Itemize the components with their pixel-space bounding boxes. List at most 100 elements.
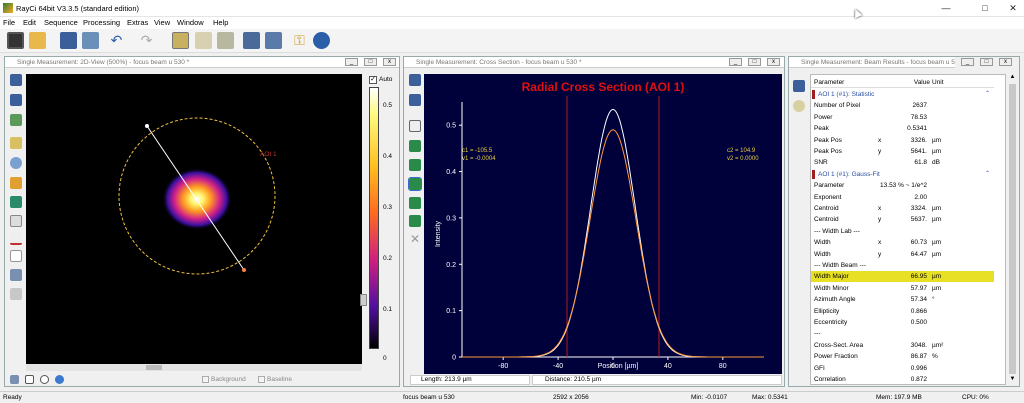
chart-title: Radial Cross Section (AOI 1) (522, 80, 685, 94)
row-parameter: Exponent (814, 193, 842, 201)
image-icon[interactable] (82, 32, 99, 49)
table-row: Ellipticity 0.866 (811, 306, 994, 317)
settings-icon[interactable] (217, 32, 234, 49)
save-icon[interactable] (793, 80, 805, 92)
table-header: Parameter Value Unit (811, 77, 994, 88)
vertical-scrollbar[interactable]: ▲ ▼ (1007, 74, 1018, 385)
cross-section-line[interactable] (146, 125, 245, 271)
beam-radial-icon[interactable] (409, 215, 421, 227)
menu-file[interactable]: File (3, 18, 16, 27)
key-icon[interactable]: ⚿ (294, 32, 305, 48)
panel-close-button[interactable]: x (383, 58, 396, 66)
row-parameter: Azimuth Angle (814, 296, 856, 304)
beam-diag-icon[interactable] (408, 177, 422, 191)
table-row: SNR 61.8 dB (811, 157, 994, 168)
chart-icon[interactable] (10, 233, 22, 245)
document-icon[interactable] (195, 32, 212, 49)
row-parameter: SNR (814, 159, 828, 167)
y-tick-label: 0.1 (446, 308, 456, 315)
collapse-icon[interactable]: ⌃ (984, 91, 990, 97)
ellipse-icon[interactable] (40, 375, 49, 384)
move-icon[interactable] (409, 120, 421, 132)
video-icon[interactable] (7, 32, 24, 49)
zoom-icon[interactable] (10, 157, 22, 169)
fit-curve (462, 129, 764, 358)
move-icon[interactable] (10, 137, 22, 149)
save-icon[interactable] (409, 74, 421, 86)
scroll-down-icon[interactable]: ▼ (1009, 376, 1016, 382)
notes-icon[interactable] (10, 288, 22, 300)
maximize-button[interactable]: □ (982, 3, 988, 13)
cross-tool-icon[interactable]: ✕ (409, 232, 421, 246)
camera-icon[interactable] (10, 114, 22, 126)
background-checkbox[interactable] (202, 376, 209, 383)
panel-minimize-button[interactable]: _ (345, 58, 358, 66)
collapse-icon[interactable]: ⌃ (984, 170, 990, 177)
menu-help[interactable]: Help (213, 18, 229, 27)
menu-processing[interactable]: Processing (83, 18, 121, 27)
row-axis: x (878, 239, 882, 247)
help-icon[interactable] (313, 32, 330, 49)
baseline-checkbox[interactable] (258, 376, 265, 383)
scrollbar-thumb[interactable] (146, 365, 162, 370)
layout-icon[interactable] (172, 32, 189, 49)
beam-image-view[interactable]: AOI 1 (26, 74, 362, 364)
profile-icon[interactable] (10, 215, 22, 227)
cross-section-chart[interactable]: Radial Cross Section (AOI 1) Intensity P… (424, 74, 782, 374)
save-icon[interactable] (60, 32, 77, 49)
cross-section-handle[interactable] (242, 268, 246, 272)
menu-window[interactable]: Window (177, 18, 204, 27)
aoi-ellipse[interactable] (118, 117, 276, 275)
section-header[interactable]: AOI 1 (#1): Gauss-Fit ⌃ (811, 168, 994, 180)
menu-extras[interactable]: Extras (127, 18, 149, 27)
cross-section-handle[interactable] (145, 124, 149, 128)
row-value: 57.34 (910, 296, 927, 304)
beam-y-icon[interactable] (409, 159, 421, 171)
menu-edit[interactable]: Edit (23, 18, 36, 27)
panel-title: Single Measurement: Beam Results - focus… (789, 57, 955, 68)
minimize-button[interactable]: — (941, 3, 951, 13)
panel-minimize-button[interactable]: _ (729, 58, 742, 66)
3d-view-icon[interactable] (10, 177, 22, 189)
scrollbar-thumb[interactable] (1009, 84, 1016, 374)
settings-icon[interactable] (10, 269, 22, 281)
panel-minimize-button[interactable]: _ (961, 58, 974, 66)
save-as-icon[interactable] (10, 94, 22, 106)
rotate-icon[interactable] (55, 375, 64, 384)
panel-close-button[interactable]: x (999, 58, 1012, 66)
window-icon[interactable] (243, 32, 260, 49)
beam-x-icon[interactable] (409, 140, 421, 152)
view-mode-icon[interactable] (10, 375, 19, 384)
menu-view[interactable]: View (154, 18, 171, 27)
beam-diag2-icon[interactable] (409, 197, 421, 209)
save-icon[interactable] (10, 74, 22, 86)
panel-maximize-button[interactable]: □ (980, 58, 993, 66)
close-button[interactable]: ✕ (1009, 3, 1017, 13)
row-value: 3326. (910, 136, 927, 144)
status-ready: Ready (3, 394, 22, 401)
rectangle-icon[interactable] (25, 375, 34, 384)
grid-icon[interactable] (10, 250, 22, 262)
panel-maximize-button[interactable]: □ (364, 58, 377, 66)
section-header[interactable]: AOI 1 (#1): Statistic ⌃ (811, 89, 994, 100)
auto-checkbox[interactable]: ✓ (369, 76, 377, 84)
beam-image-icon[interactable] (10, 196, 22, 208)
open-folder-icon[interactable] (29, 32, 46, 49)
tile-icon[interactable] (265, 32, 282, 49)
scroll-up-icon[interactable]: ▲ (1009, 74, 1016, 80)
length-readout: Length: 213.9 µm (410, 375, 530, 385)
row-axis: x (878, 136, 882, 144)
undo-icon[interactable]: ↶ (110, 32, 123, 48)
panel-maximize-button[interactable]: □ (748, 58, 761, 66)
panel-close-button[interactable]: x (767, 58, 780, 66)
row-parameter: GFI (814, 364, 825, 372)
redo-icon[interactable]: ↷ (140, 32, 153, 48)
eye-icon[interactable] (793, 100, 805, 112)
menu-sequence[interactable]: Sequence (44, 18, 78, 27)
horizontal-scrollbar[interactable] (26, 364, 362, 371)
status-resolution: 2592 x 2056 (553, 394, 589, 401)
save-as-icon[interactable] (409, 94, 421, 106)
row-parameter: Number of Pixel (814, 102, 861, 110)
row-parameter: Peak (814, 125, 829, 133)
colorbar-slider[interactable] (360, 294, 367, 306)
